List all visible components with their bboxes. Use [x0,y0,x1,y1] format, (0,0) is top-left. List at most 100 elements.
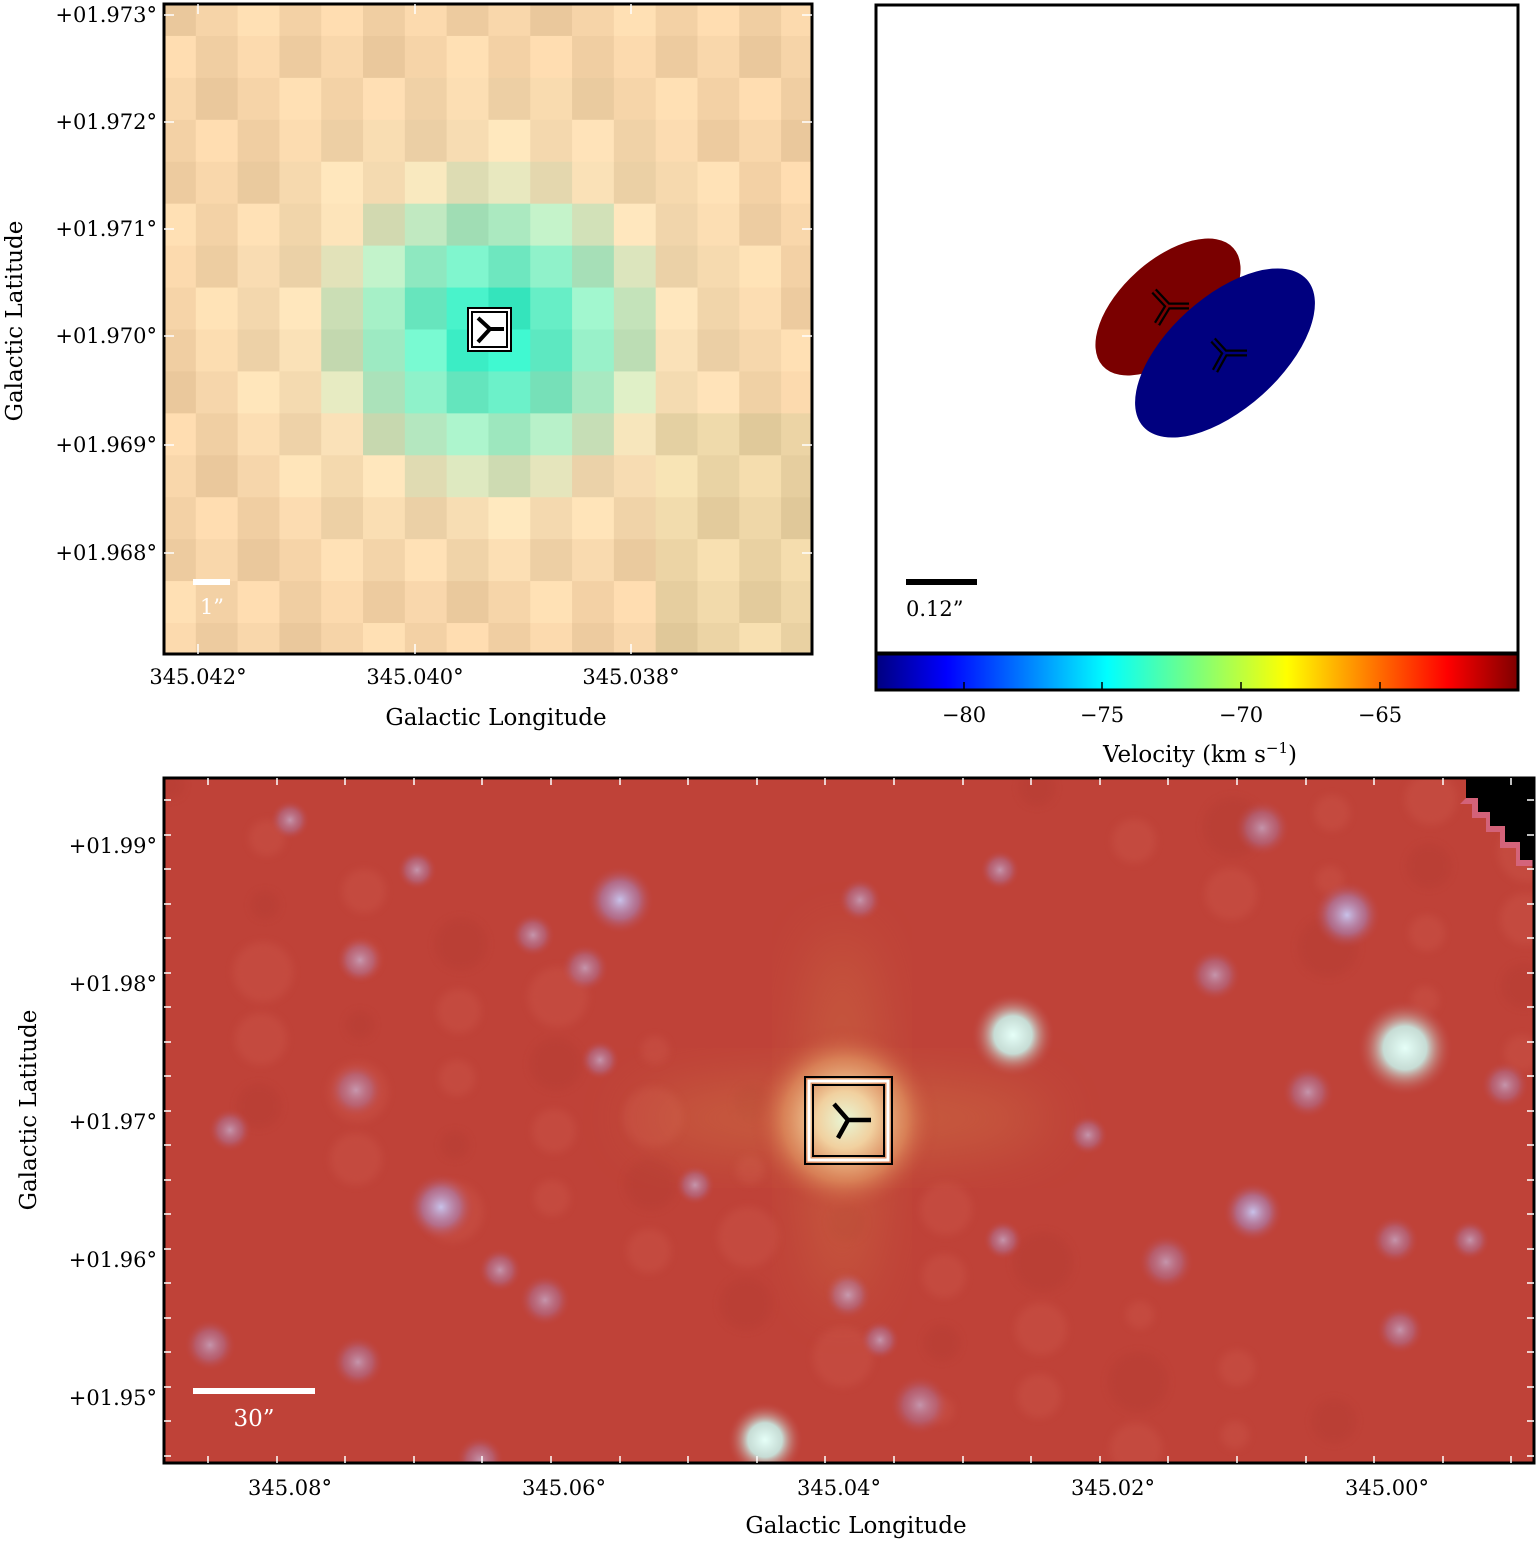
texture-blob [924,1325,960,1361]
image-pixel [279,329,323,373]
image-pixel [321,413,365,457]
x-tick-label: 345.06° [522,1476,606,1500]
image-pixel [321,35,365,79]
texture-blob [532,1109,576,1153]
image-pixel [237,245,281,289]
texture-blob [1221,1421,1249,1449]
image-pixel [446,539,490,583]
image-pixel [530,245,574,289]
texture-blob [330,1133,382,1185]
texture-blob [813,1327,873,1387]
image-pixel [739,413,783,457]
texture-blob [922,1254,966,1298]
texture-blob [437,989,481,1033]
image-pixel [321,623,365,654]
image-pixel [697,245,741,289]
image-pixel [572,287,615,331]
image-pixel [446,4,490,37]
image-pixel [321,455,365,499]
texture-blob [1502,964,1534,1008]
image-pixel [404,371,448,415]
image-pixel [363,35,406,79]
image-pixel [697,497,741,541]
marker-star-icon [476,316,504,344]
image-pixel [530,455,574,499]
image-pixel [530,203,574,247]
image-pixel [572,413,615,457]
image-pixel [195,35,239,79]
x-tick-label: 345.00° [1345,1476,1429,1500]
image-pixel [530,371,574,415]
colorbar-label-text: Velocity (km s [1102,742,1266,768]
star [511,913,555,957]
star [208,1108,252,1152]
panel-a-x-axis-label: Galactic Longitude [385,705,606,731]
image-pixel [404,245,448,289]
star [1234,800,1290,856]
image-pixel [697,35,741,79]
y-tick-label: +01.96° [69,1248,157,1272]
image-pixel [404,623,448,654]
image-pixel [279,623,323,654]
texture-blob [641,1036,669,1064]
panel-a-scalebar-label: 1” [200,595,224,619]
image-pixel [613,329,657,373]
panel-a-pixel-image [164,4,812,654]
image-pixel [321,371,365,415]
x-tick-label: 345.02° [1071,1476,1155,1500]
image-pixel [164,371,197,415]
y-tick-label: +01.973° [55,3,157,27]
image-pixel [279,455,323,499]
colorbar-tick-labels: −80 −75 −70 −65 [942,703,1402,727]
marker-inner-box [471,311,508,348]
image-pixel [237,35,281,79]
image-pixel [530,287,574,331]
image-pixel [446,623,490,654]
image-pixel [321,245,365,289]
star [332,1336,384,1388]
image-pixel [164,581,197,625]
image-pixel [655,455,699,499]
texture-blob [1108,1352,1168,1412]
image-pixel [572,497,615,541]
image-pixel [446,371,490,415]
colorbar-tick-label: −65 [1358,703,1402,727]
texture-blob [346,1011,374,1039]
image-pixel [195,161,239,205]
image-pixel [697,119,741,163]
image-pixel [613,413,657,457]
image-pixel [446,119,490,163]
image-pixel [279,4,323,37]
image-pixel [237,119,281,163]
panel-c-x-axis-label: Galactic Longitude [745,1513,966,1539]
image-pixel [572,77,615,121]
image-pixel [655,539,699,583]
star [1282,1066,1334,1118]
image-pixel [237,539,281,583]
image-pixel [404,329,448,373]
image-pixel [279,413,323,457]
image-pixel [321,329,365,373]
image-pixel [195,245,239,289]
image-pixel [781,119,812,163]
star [580,1040,620,1080]
texture-blob [233,942,293,1002]
texture-blob [1405,778,1457,825]
image-pixel [237,371,281,415]
image-pixel [164,161,197,205]
image-pixel [572,329,615,373]
image-pixel [781,77,812,121]
image-pixel [164,623,197,654]
star [456,1436,504,1463]
image-pixel [321,4,365,37]
image-pixel [164,497,197,541]
image-pixel [739,623,783,654]
image-pixel [363,119,406,163]
image-pixel [195,371,239,415]
image-pixel [572,623,615,654]
image-pixel [363,497,406,541]
image-pixel [781,581,812,625]
panel-c: 30” +01.99° +01.98° +01.97° +01.96° +01.… [16,776,1536,1539]
image-pixel [613,77,657,121]
colorbar-label-sup: −1 [1266,739,1288,757]
